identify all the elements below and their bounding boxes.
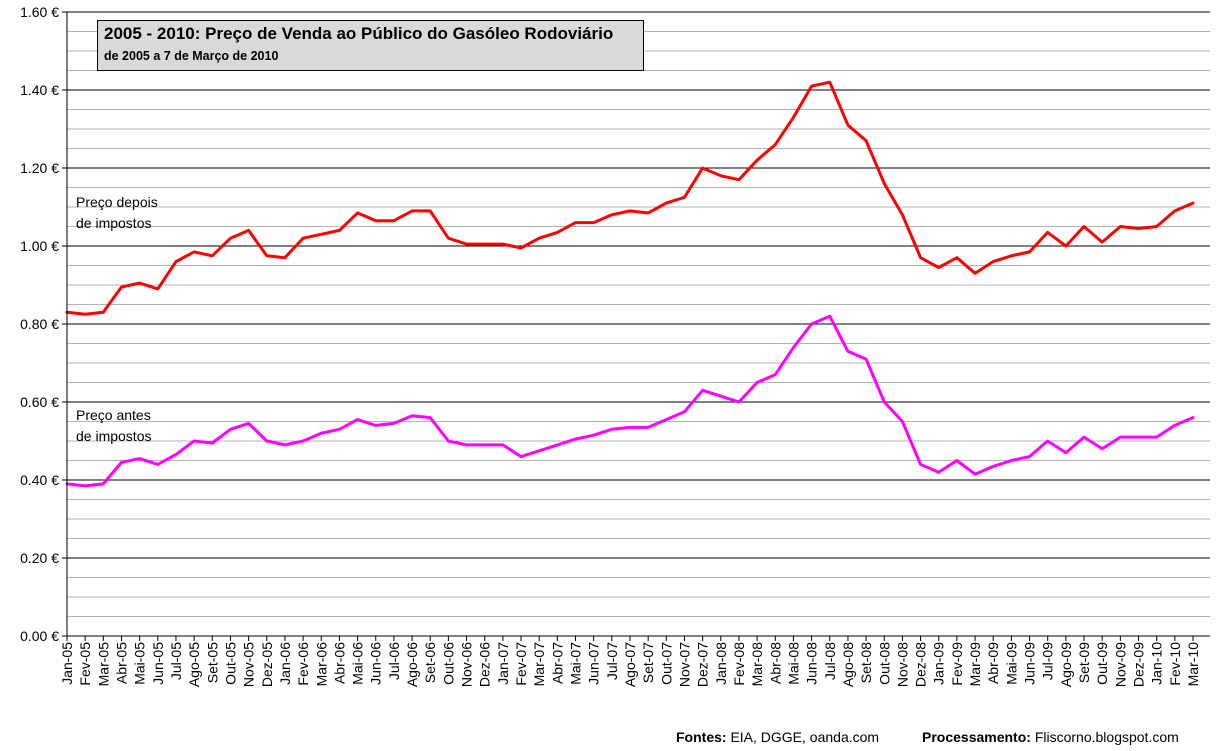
x-tick-label: Jun-06 (368, 642, 384, 685)
x-tick-label: Abr-06 (331, 642, 347, 684)
sources-note: Fontes: EIA, DGGE, oanda.com (676, 729, 879, 745)
x-tick-label: Ago-05 (186, 642, 202, 687)
series-label-line: de impostos (76, 428, 152, 444)
series-label-line: de impostos (76, 215, 152, 231)
x-tick-label: Nov-07 (676, 642, 692, 687)
y-tick-label: 1.40 € (20, 82, 59, 98)
x-tick-label: Fev-10 (1167, 642, 1183, 686)
chart-subtitle: de 2005 a 7 de Março de 2010 (104, 49, 279, 63)
y-tick-label: 1.00 € (20, 238, 59, 254)
x-tick-label: Set-06 (422, 642, 438, 683)
x-tick-label: Jan-10 (1149, 642, 1165, 685)
x-tick-label: Ago-06 (404, 642, 420, 687)
x-tick-label: Nov-05 (241, 642, 257, 687)
y-tick-label: 1.60 € (20, 4, 59, 20)
x-tick-label: Set-05 (204, 642, 220, 683)
x-tick-label: Abr-05 (113, 642, 129, 684)
x-tick-label: Fev-06 (295, 642, 311, 686)
y-axis-ticks: 0.00 € 0.20 € 0.40 € 0.60 € 0.80 € 1.00 € 1.20… (20, 4, 67, 644)
x-tick-label: Out-06 (440, 642, 456, 685)
x-tick-label: Mar-06 (313, 642, 329, 687)
gridlines (67, 11, 1210, 617)
processing-note: Processamento: Fliscorno.blogspot.com (922, 729, 1179, 745)
x-tick-label: Out-07 (658, 642, 674, 685)
series-label-line: Preço antes (76, 407, 151, 423)
x-tick-label: Mai-08 (785, 642, 801, 685)
x-tick-label: Mar-07 (531, 642, 547, 687)
x-tick-label: Ago-08 (840, 642, 856, 687)
x-tick-label: Mar-05 (95, 642, 111, 687)
series-line-after-tax (65, 80, 1195, 316)
x-tick-label: Jan-09 (931, 642, 947, 685)
x-tick-label: Fev-09 (949, 642, 965, 686)
x-tick-label: Jul-09 (1040, 642, 1056, 680)
x-tick-label: Set-08 (858, 642, 874, 683)
x-tick-label: Jul-07 (604, 642, 620, 680)
x-axis-ticks: Jan-05 Fev-05 Mar-05 Abr-05 Mai-05 Jun-05 Jul-… (59, 636, 1201, 687)
x-tick-label: Set-07 (640, 642, 656, 683)
x-tick-label: Out-05 (222, 642, 238, 685)
x-tick-label: Jan-06 (277, 642, 293, 685)
processing-text: Fliscorno.blogspot.com (1030, 729, 1179, 745)
x-tick-label: Out-09 (1094, 642, 1110, 685)
chart-title-box: 2005 - 2010: Preço de Venda ao Público d… (97, 20, 644, 71)
x-tick-label: Jun-05 (150, 642, 166, 685)
y-tick-label: 0.00 € (20, 628, 59, 644)
sources-text: EIA, DGGE, oanda.com (726, 729, 880, 745)
x-tick-label: Out-08 (876, 642, 892, 685)
x-tick-label: Abr-07 (549, 642, 565, 684)
x-tick-label: Jun-09 (1022, 642, 1038, 685)
x-tick-label: Ago-09 (1058, 642, 1074, 687)
x-tick-label: Dez-09 (1131, 642, 1147, 687)
processing-label: Processamento: (922, 729, 1031, 745)
x-tick-label: Fev-08 (731, 642, 747, 686)
x-tick-label: Abr-08 (767, 642, 783, 684)
x-tick-label: Nov-06 (459, 642, 475, 687)
x-tick-label: Nov-09 (1112, 642, 1128, 687)
y-tick-label: 0.20 € (20, 550, 59, 566)
x-tick-label: Fev-07 (513, 642, 529, 686)
x-tick-label: Mar-10 (1185, 642, 1201, 687)
y-tick-label: 1.20 € (20, 160, 59, 176)
x-tick-label: Abr-09 (985, 642, 1001, 684)
x-tick-label: Mar-09 (967, 642, 983, 687)
series-label-after-tax: Preço depois de impostos (76, 192, 158, 234)
x-tick-label: Jan-05 (59, 642, 75, 685)
series-label-before-tax: Preço antes de impostos (76, 405, 151, 447)
x-tick-label: Dez-05 (259, 642, 275, 687)
y-tick-label: 0.80 € (20, 316, 59, 332)
x-tick-label: Dez-08 (913, 642, 929, 687)
x-tick-label: Mar-08 (749, 642, 765, 687)
x-tick-label: Jul-06 (386, 642, 402, 680)
y-tick-label: 0.60 € (20, 394, 59, 410)
x-tick-label: Mai-07 (568, 642, 584, 685)
x-tick-label: Jul-05 (168, 642, 184, 680)
x-tick-label: Dez-06 (477, 642, 493, 687)
x-tick-label: Dez-07 (695, 642, 711, 687)
x-tick-label: Nov-08 (894, 642, 910, 687)
x-tick-label: Ago-07 (622, 642, 638, 687)
x-tick-label: Set-09 (1076, 642, 1092, 683)
x-tick-label: Jun-07 (586, 642, 602, 685)
x-tick-label: Jan-07 (495, 642, 511, 685)
x-tick-label: Jun-08 (804, 642, 820, 685)
series-line-before-tax (65, 314, 1195, 488)
x-tick-label: Mai-09 (1003, 642, 1019, 685)
sources-label: Fontes: (676, 729, 727, 745)
x-tick-label: Mai-05 (132, 642, 148, 685)
series-label-line: Preço depois (76, 194, 158, 210)
x-tick-label: Fev-05 (77, 642, 93, 686)
chart-title: 2005 - 2010: Preço de Venda ao Público d… (104, 24, 614, 43)
series-lines (65, 80, 1195, 488)
x-tick-label: Jul-08 (822, 642, 838, 680)
x-tick-label: Mai-06 (350, 642, 366, 685)
y-tick-label: 0.40 € (20, 472, 59, 488)
x-tick-label: Jan-08 (713, 642, 729, 685)
